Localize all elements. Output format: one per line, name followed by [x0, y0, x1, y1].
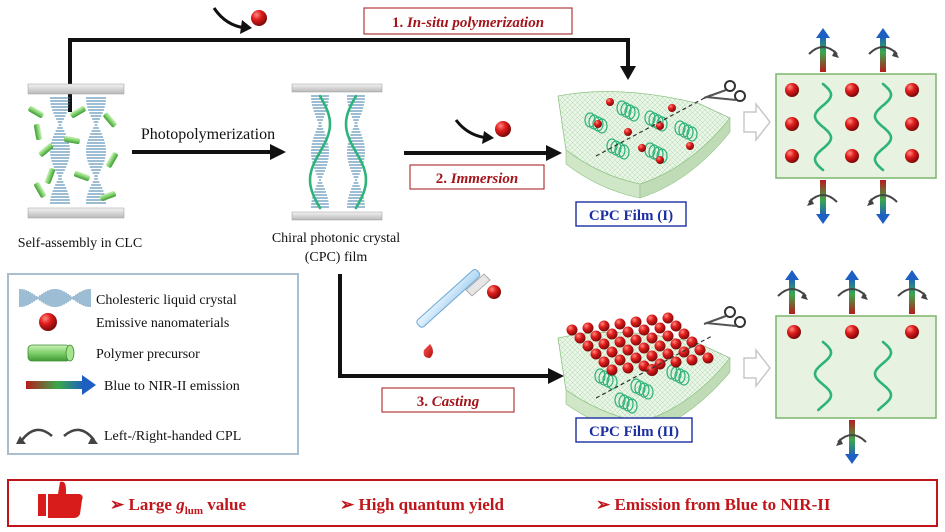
step1-label-box: 1. In-situ polymerization: [363, 7, 573, 35]
cholesteric-icon: [19, 289, 91, 307]
hollow-arrow-bottom: [743, 347, 771, 389]
svg-text:3. Casting: 3. Casting: [417, 394, 480, 410]
legend-item-2: Polymer precursor: [96, 347, 200, 362]
step3-label-box: 3. Casting: [381, 387, 515, 413]
step1-connector: [68, 38, 636, 112]
legend-item-3: Blue to NIR-II emission: [104, 379, 240, 394]
svg-text:1. In-situ polymerizatio: 1. In-situ polymerization: [392, 15, 544, 31]
step1-number: 1.: [392, 15, 404, 31]
legend-item-4: Left-/Right-handed CPL: [104, 429, 241, 444]
footer-item-1-suffix: value: [203, 495, 246, 514]
cpc-label-line2: (CPC) film: [305, 250, 368, 265]
step3-label: Casting: [432, 394, 480, 410]
panel2-emission-arrows: [777, 270, 928, 464]
self-assembly-label: Self-assembly in CLC: [18, 236, 142, 251]
cylinder-icon: [27, 344, 75, 362]
footer-item-3: ➢ Emission from Blue to NIR-II: [596, 495, 831, 514]
polymer-precursors: [28, 106, 118, 201]
hollow-arrow-top: [743, 101, 771, 143]
svg-text:2. Immersion: 2. Immersion: [436, 171, 519, 187]
curved-arrows-icon: [16, 428, 98, 444]
step2-arrow: [404, 145, 562, 161]
footer-item-2: ➢ High quantum yield: [340, 495, 505, 514]
legend-item-1: Emissive nanomaterials: [96, 316, 229, 331]
film2-label: CPC Film (II): [589, 424, 679, 440]
footer-item-1-g: g: [175, 495, 185, 514]
photopolymerization-label: Photopolymerization: [141, 126, 275, 143]
pipette-icon: [416, 268, 501, 358]
film1-label-box: CPC Film (I): [575, 201, 687, 227]
step1-label: In-situ polymerization: [406, 15, 544, 31]
result-panel-2: [775, 315, 937, 419]
footer-item-1-prefix: ➢ Large: [110, 495, 176, 514]
legend-item-0: Cholesteric liquid crystal: [96, 293, 237, 308]
cpc-label-line1: Chiral photonic crystal: [272, 231, 400, 246]
legend: Cholesteric liquid crystal Emissive nano…: [7, 273, 299, 455]
cholesteric-column-a: [50, 97, 70, 204]
reagent-drop-icon-mid: [454, 119, 511, 144]
result-panel-1: [775, 73, 937, 179]
footer-item-1-sub: lum: [185, 505, 203, 517]
step2-label: Immersion: [450, 171, 519, 187]
step3-connector: [338, 274, 564, 384]
cpc-film-illustration: [291, 83, 383, 221]
cpc-film-1-illustration: [557, 91, 731, 199]
reagent-drop-icon-top: [212, 7, 267, 34]
gradient-arrow-icon: [26, 375, 96, 395]
photopolymerization-arrow: [132, 144, 286, 160]
step2-number: 2.: [436, 171, 448, 187]
film1-label: CPC Film (I): [589, 208, 673, 224]
scissors-icon-top: [703, 80, 746, 102]
nanoparticle-icon: [39, 313, 57, 331]
svg-text:➢ Large glum value: ➢ Large glum value: [110, 495, 246, 517]
panel1-emission-arrows: [807, 28, 899, 224]
scissors-icon-bottom: [703, 306, 746, 328]
step3-number: 3.: [417, 394, 429, 410]
cholesteric-column-b: [86, 97, 106, 204]
film2-label-box: CPC Film (II): [575, 417, 693, 443]
step2-label-box: 2. Immersion: [409, 164, 545, 190]
thumbs-up-icon: [38, 481, 83, 518]
footer-banner: ➢ Large glum value ➢ High quantum yield …: [7, 479, 938, 527]
self-assembly-cell: [27, 83, 125, 219]
